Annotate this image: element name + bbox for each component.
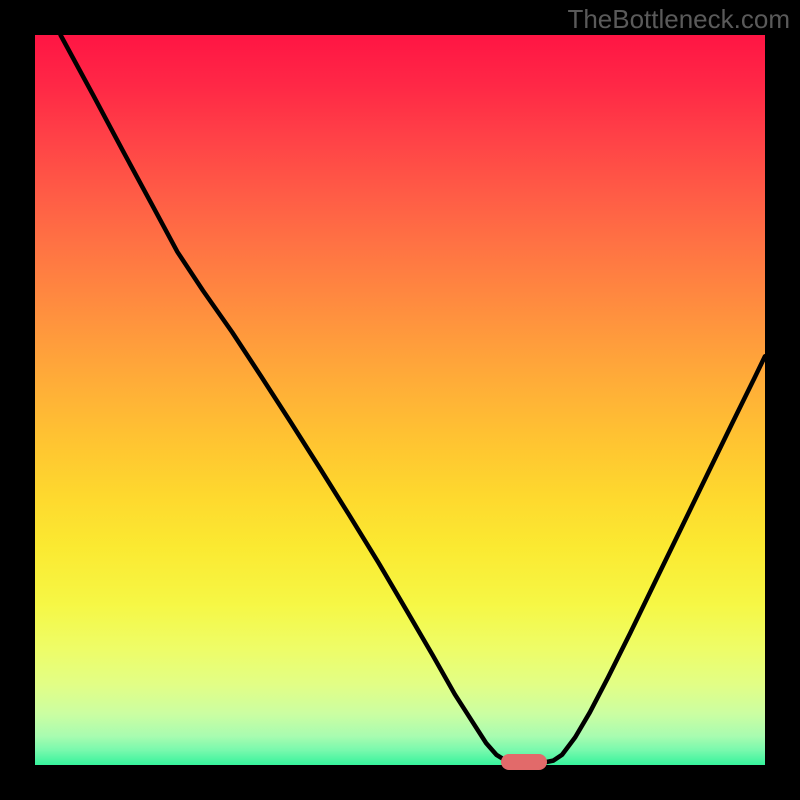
plot-area — [35, 35, 765, 765]
bottleneck-curve — [35, 35, 765, 765]
optimum-marker — [501, 754, 546, 771]
watermark-text: TheBottleneck.com — [567, 4, 790, 35]
chart-container: TheBottleneck.com — [0, 0, 800, 800]
